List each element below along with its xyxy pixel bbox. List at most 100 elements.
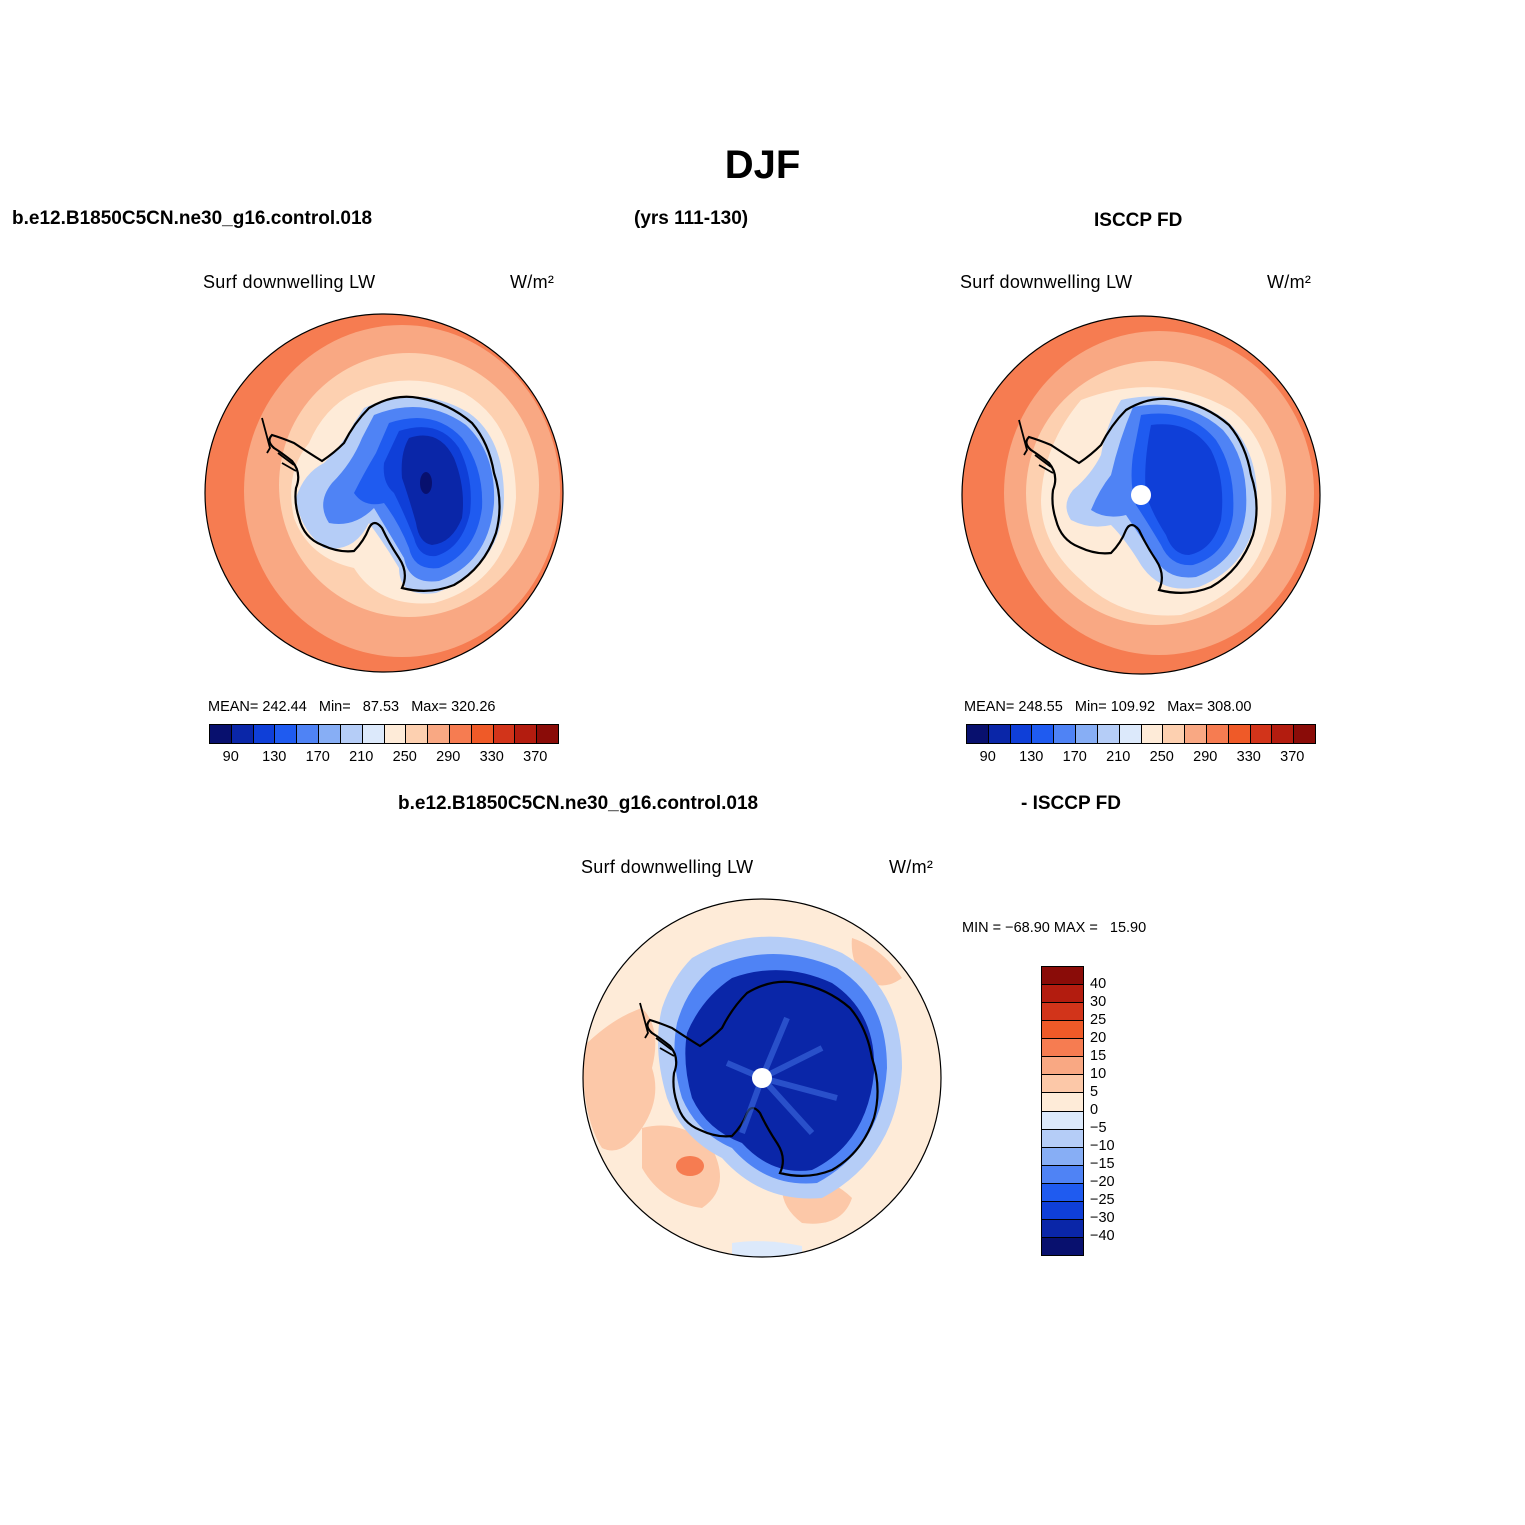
diff-colorbar-swatch <box>1042 1183 1083 1202</box>
colorbar-tick-label: 250 <box>392 749 417 765</box>
diff-colorbar-swatch <box>1042 1165 1083 1184</box>
diff-units: W/m² <box>889 857 934 877</box>
colorbar-swatch <box>275 725 298 743</box>
diff-pole-hole <box>752 1068 772 1088</box>
diff-colorbar-label: 30 <box>1090 994 1107 1010</box>
diff-obs-header: - ISCCP FD <box>1021 793 1121 814</box>
panel2-max-value: 308.00 <box>1207 699 1252 715</box>
diff-colorbar-label: 40 <box>1090 976 1107 992</box>
panel1-polar-map <box>204 313 564 673</box>
colorbar-swatch <box>537 725 558 743</box>
panel1-variable-title: Surf downwelling LW <box>203 272 376 292</box>
colorbar-swatch <box>428 725 450 743</box>
colorbar-swatch <box>384 725 407 743</box>
diff-colorbar-label: −10 <box>1090 1138 1115 1154</box>
panel2-pole-hole <box>1131 485 1151 505</box>
panel1-stats: MEAN= 242.44 Min= 87.53 Max= 320.26 <box>208 699 495 715</box>
panel1-mean-label: MEAN= <box>208 699 259 715</box>
colorbar-swatch <box>471 725 494 743</box>
panel2-colorbar <box>966 724 1316 744</box>
diff-colorbar-label: 20 <box>1090 1030 1107 1046</box>
colorbar-swatch <box>1141 725 1164 743</box>
diff-colorbar-label: −30 <box>1090 1210 1115 1226</box>
panel2-colorbar-ticks: 90 130 170 210 250 290 330 370 <box>966 749 1316 769</box>
diff-colorbar-label: 25 <box>1090 1012 1107 1028</box>
diff-minmax: MIN = −68.90 MAX = 15.90 <box>962 920 1147 936</box>
panel1-max-label: Max= <box>411 699 448 715</box>
panel2-min-value: 109.92 <box>1110 699 1156 715</box>
colorbar-swatch <box>1250 725 1273 743</box>
colorbar-swatch <box>449 725 472 743</box>
colorbar-swatch <box>406 725 429 743</box>
colorbar-tick-label: 170 <box>305 749 330 765</box>
diff-colorbar-label: −15 <box>1090 1156 1115 1172</box>
diff-colorbar-label: 0 <box>1090 1102 1099 1118</box>
colorbar-swatch <box>988 725 1011 743</box>
main-title: DJF <box>724 143 801 187</box>
diff-colorbar-label: −20 <box>1090 1174 1115 1190</box>
diff-colorbar <box>1041 966 1084 1256</box>
colorbar-swatch <box>515 725 538 743</box>
panel1-mean-value: 242.44 <box>262 699 307 715</box>
diff-colorbar-swatch <box>1042 1129 1083 1148</box>
colorbar-swatch <box>1054 725 1077 743</box>
colorbar-swatch <box>1032 725 1055 743</box>
case-name-header: b.e12.B1850C5CN.ne30_g16.control.018 <box>12 208 373 229</box>
diff-colorbar-swatch <box>1042 1057 1083 1076</box>
colorbar-tick-label: 330 <box>479 749 504 765</box>
colorbar-swatch <box>1010 725 1033 743</box>
panel1-min-label: Min= <box>318 699 351 715</box>
panel1-colorbar <box>209 724 559 744</box>
colorbar-swatch <box>210 725 232 743</box>
colorbar-swatch <box>967 725 989 743</box>
diff-colorbar-label: −5 <box>1090 1120 1107 1136</box>
diff-colorbar-swatch <box>1042 1075 1083 1094</box>
diff-colorbar-swatch <box>1042 1093 1083 1112</box>
colorbar-tick-label: 90 <box>979 749 996 765</box>
panel2-polar-map <box>961 315 1321 675</box>
colorbar-swatch <box>319 725 341 743</box>
colorbar-swatch <box>362 725 385 743</box>
colorbar-tick-label: 330 <box>1236 749 1261 765</box>
diff-colorbar-swatch <box>1042 967 1083 986</box>
diff-colorbar-label: 10 <box>1090 1066 1107 1082</box>
panel2-mean-value: 248.55 <box>1018 699 1063 715</box>
diff-colorbar-swatch <box>1042 1147 1083 1166</box>
colorbar-tick-label: 210 <box>349 749 374 765</box>
diff-case-header: b.e12.B1850C5CN.ne30_g16.control.018 <box>398 793 759 814</box>
colorbar-swatch <box>1119 725 1142 743</box>
panel2-stats: MEAN= 248.55 Min= 109.92 Max= 308.00 <box>964 699 1251 715</box>
diff-colorbar-label: −25 <box>1090 1192 1115 1208</box>
colorbar-swatch <box>340 725 363 743</box>
colorbar-tick-label: 370 <box>523 749 548 765</box>
panel2-mean-label: MEAN= <box>964 699 1015 715</box>
diff-colorbar-swatch <box>1042 985 1083 1004</box>
colorbar-swatch <box>1206 725 1229 743</box>
colorbar-swatch <box>1076 725 1098 743</box>
panel2-variable-title: Surf downwelling LW <box>960 272 1133 292</box>
colorbar-tick-label: 210 <box>1106 749 1131 765</box>
years-header: (yrs 111-130) <box>634 208 749 229</box>
diff-variable-title: Surf downwelling LW <box>581 857 754 877</box>
diff-colorbar-swatch <box>1042 1219 1083 1238</box>
panel2-max-label: Max= <box>1167 699 1204 715</box>
colorbar-tick-label: 290 <box>1193 749 1218 765</box>
colorbar-swatch <box>1294 725 1315 743</box>
panel2-units: W/m² <box>1267 272 1312 292</box>
diff-colorbar-label: 15 <box>1090 1048 1107 1064</box>
colorbar-swatch <box>1228 725 1251 743</box>
panel2-min-label: Min= <box>1074 699 1107 715</box>
diff-colorbar-labels: 40 30 25 20 15 10 5 0 −5 −10 −15 −20 −25 −30 −40 <box>1090 970 1130 1250</box>
panel1-max-value: 320.26 <box>451 699 496 715</box>
diff-polar-map <box>582 898 942 1258</box>
colorbar-swatch <box>1163 725 1186 743</box>
obs-header: ISCCP FD <box>1094 210 1183 231</box>
panel1-colorbar-ticks: 90 130 170 210 250 290 330 370 <box>209 749 559 769</box>
diff-colorbar-swatch <box>1042 1201 1083 1220</box>
diff-colorbar-label: 5 <box>1090 1084 1099 1100</box>
colorbar-swatch <box>1272 725 1295 743</box>
diff-colorbar-swatch <box>1042 1003 1083 1022</box>
colorbar-tick-label: 170 <box>1062 749 1087 765</box>
colorbar-swatch <box>253 725 276 743</box>
colorbar-swatch <box>297 725 320 743</box>
